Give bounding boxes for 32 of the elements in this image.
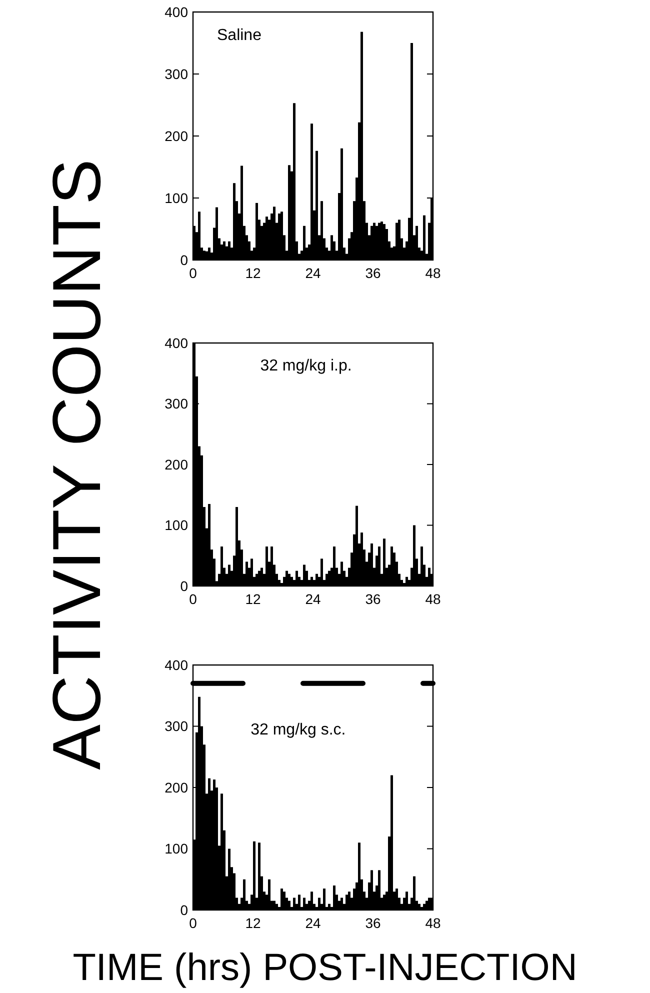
y-tick-label: 200 xyxy=(164,128,188,144)
y-tick-label: 0 xyxy=(180,902,188,918)
x-tick-label: 36 xyxy=(365,915,381,931)
x-tick-label: 36 xyxy=(365,265,381,281)
x-tick-label: 24 xyxy=(305,265,321,281)
x-tick-label: 12 xyxy=(245,915,261,931)
y-tick-label: 400 xyxy=(164,4,188,20)
annotation: Saline xyxy=(217,26,262,44)
y-tick-label: 300 xyxy=(164,66,188,82)
y-tick-label: 200 xyxy=(164,779,188,796)
y-tick-label: 400 xyxy=(164,334,188,351)
y-tick-label: 300 xyxy=(164,396,188,412)
x-tick-label: 36 xyxy=(365,591,381,607)
y-tick-label: 100 xyxy=(164,517,188,534)
x-tick-label: 24 xyxy=(305,591,321,607)
x-tick-label: 48 xyxy=(425,265,441,281)
x-tick-label: 48 xyxy=(425,591,441,607)
y-tick-label: 0 xyxy=(180,252,188,268)
x-tick-label: 12 xyxy=(245,591,261,607)
x-tick-label: 12 xyxy=(245,265,261,281)
y-tick-label: 0 xyxy=(180,578,188,594)
y-tick-label: 100 xyxy=(164,840,188,857)
x-tick-label: 48 xyxy=(425,915,441,931)
y-tick-label: 400 xyxy=(164,656,188,673)
annotation: 32 mg/kg s.c. xyxy=(250,721,346,738)
annotation: 32 mg/kg i.p. xyxy=(260,357,352,374)
y-tick-label: 100 xyxy=(164,190,188,206)
y-tick-label: 300 xyxy=(164,718,188,734)
x-tick-label: 24 xyxy=(305,915,321,931)
x-axis-title: TIME (hrs) POST-INJECTION xyxy=(72,947,578,989)
y-axis-title: ACTIVITY COUNTS xyxy=(39,159,115,770)
y-tick-label: 200 xyxy=(164,456,188,472)
